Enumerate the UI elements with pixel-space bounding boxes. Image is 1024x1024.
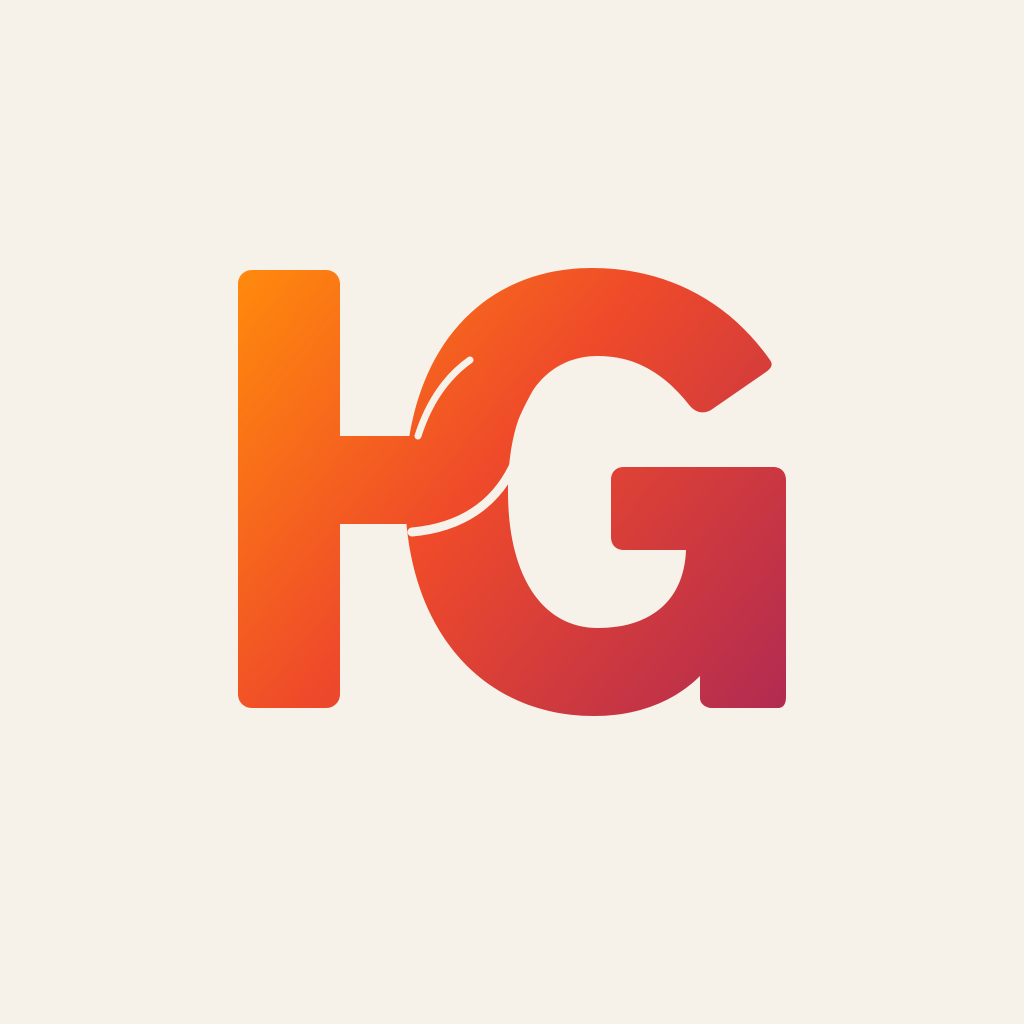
g-inner-edge bbox=[414, 356, 474, 440]
monogram-separator bbox=[407, 387, 553, 537]
letter-h-shape bbox=[238, 270, 560, 708]
